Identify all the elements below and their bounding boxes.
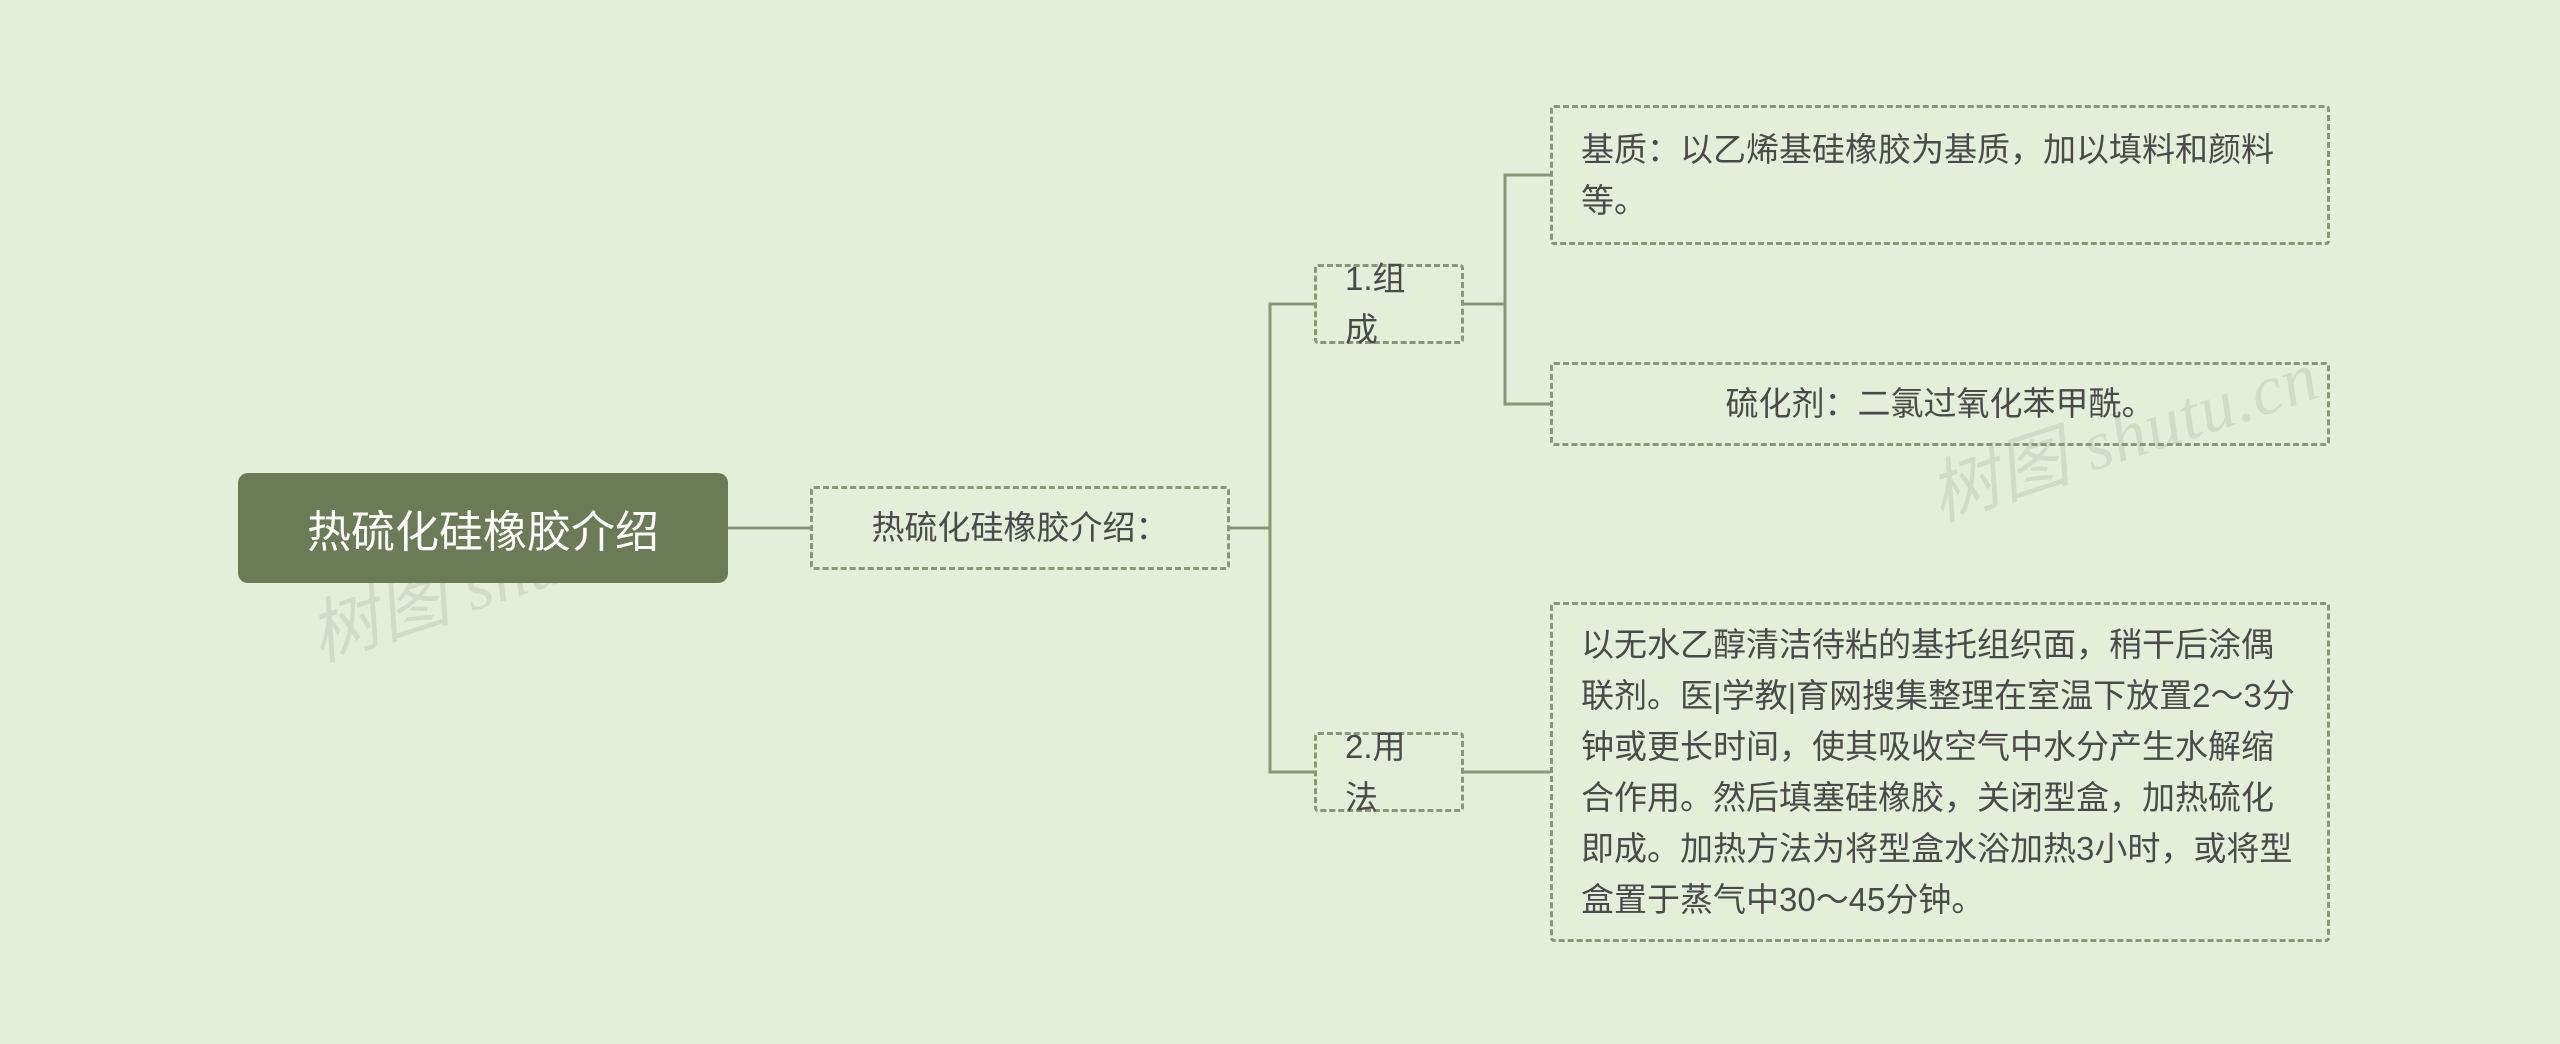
leaf1-node-text: 基质：以乙烯基硅橡胶为基质，加以填料和颜料等。: [1581, 124, 2299, 226]
branch1-node-text: 1.组成: [1345, 253, 1433, 355]
level1-node-text: 热硫化硅橡胶介绍：: [872, 502, 1169, 553]
leaf3-node-text: 以无水乙醇清洁待粘的基托组织面，稍干后涂偶联剂。医|学教|育网搜集整理在室温下放…: [1581, 619, 2299, 926]
leaf3-node[interactable]: 以无水乙醇清洁待粘的基托组织面，稍干后涂偶联剂。医|学教|育网搜集整理在室温下放…: [1550, 602, 2330, 942]
branch2-node-text: 2.用法: [1345, 721, 1433, 823]
edge-level1-branch1: [1230, 304, 1314, 528]
leaf2-node-text: 硫化剂：二氯过氧化苯甲酰。: [1726, 378, 2155, 429]
edge-branch1-leaf1: [1464, 175, 1550, 304]
branch1-node[interactable]: 1.组成: [1314, 264, 1464, 344]
mindmap-canvas: 树图 shutu.cn 树图 shutu.cn 热硫化硅橡胶介绍 热硫化硅橡胶介…: [0, 0, 2560, 1044]
edge-level1-branch2: [1230, 528, 1314, 772]
branch2-node[interactable]: 2.用法: [1314, 732, 1464, 812]
root-node[interactable]: 热硫化硅橡胶介绍: [238, 473, 728, 583]
leaf1-node[interactable]: 基质：以乙烯基硅橡胶为基质，加以填料和颜料等。: [1550, 105, 2330, 245]
level1-node[interactable]: 热硫化硅橡胶介绍：: [810, 486, 1230, 570]
leaf2-node[interactable]: 硫化剂：二氯过氧化苯甲酰。: [1550, 362, 2330, 446]
edge-branch1-leaf2: [1464, 304, 1550, 404]
root-node-text: 热硫化硅橡胶介绍: [307, 496, 659, 560]
